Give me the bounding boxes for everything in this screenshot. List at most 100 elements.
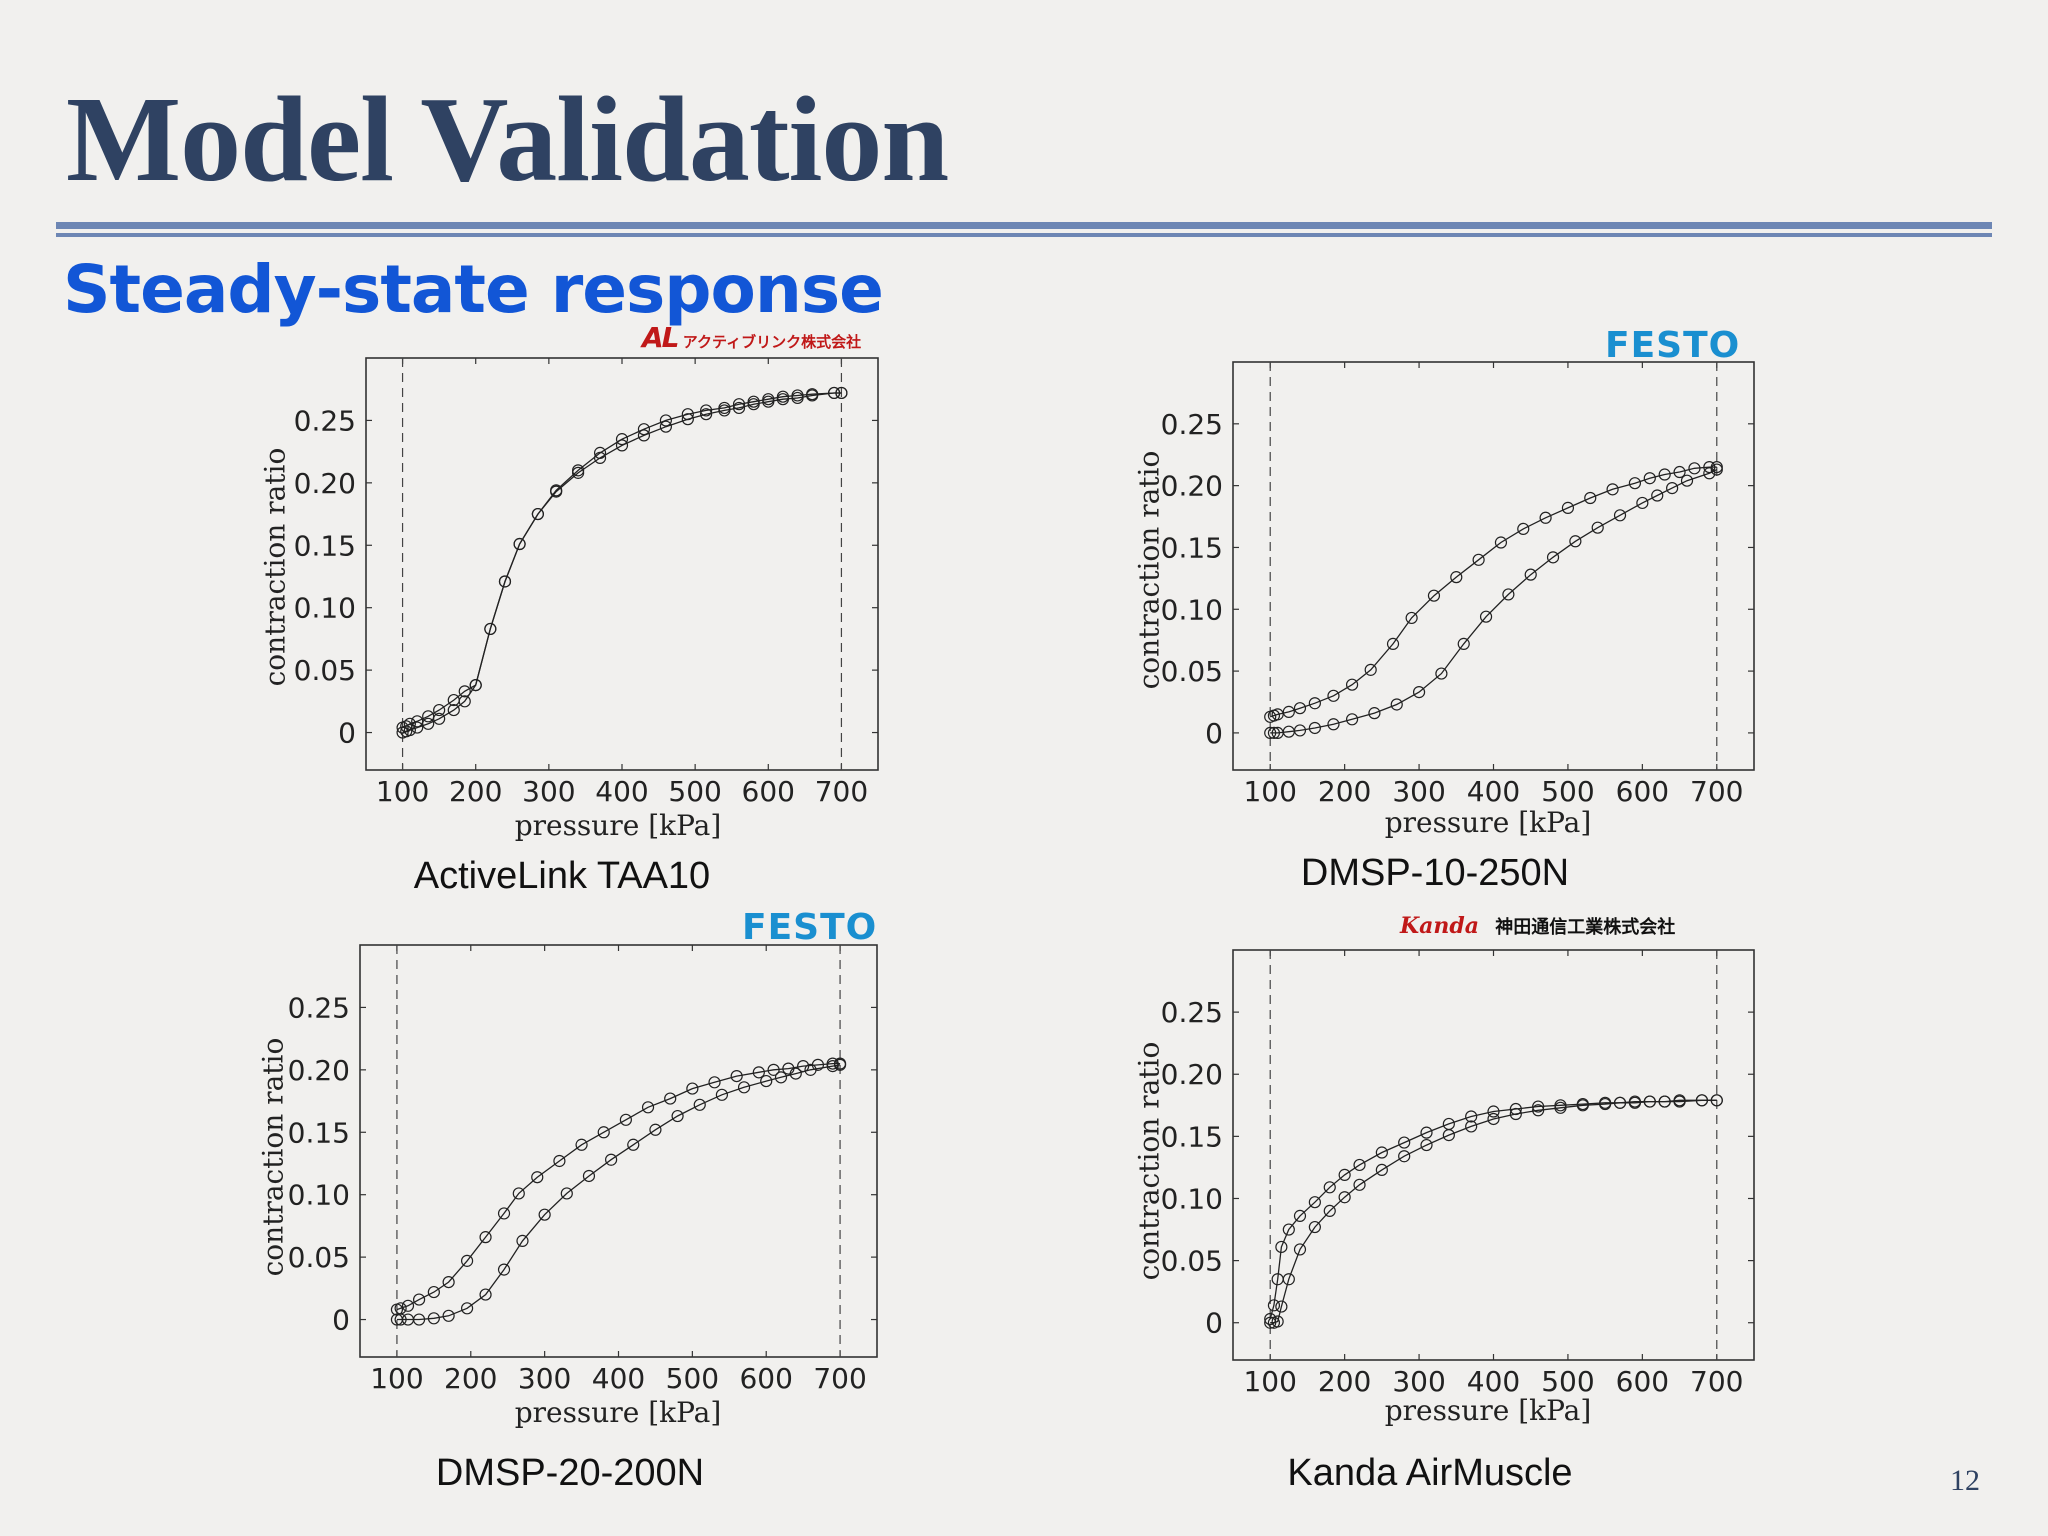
x-tick-label: 700 [815,775,868,808]
data-point [1293,702,1307,715]
data-point [767,1063,780,1076]
y-tick-label: 0.25 [288,991,350,1024]
data-point [627,1138,640,1151]
chart-caption: DMSP-10-250N [1300,852,1570,894]
y-tick-label: 0 [338,717,356,750]
y-tick-label: 0.10 [294,592,356,625]
x-tick-label: 200 [449,775,502,808]
data-point [411,715,424,728]
activelink-logo-mark: AL [642,321,679,354]
y-tick-label: 0.25 [1161,996,1223,1029]
data-point [516,1234,529,1247]
data-point [1703,460,1716,474]
x-tick-label: 400 [1467,1365,1520,1398]
data-point [1666,482,1679,495]
data-point [1539,511,1552,524]
data-point [1651,489,1664,502]
y-tick-label: 0.05 [1161,1245,1223,1278]
data-point [833,1057,847,1070]
x-axis-title: pressure [kPa] [514,1396,722,1429]
x-tick-label: 300 [522,775,575,808]
data-point [460,1254,474,1267]
data-point [1420,1138,1433,1152]
y-tick-label: 0.25 [294,404,356,437]
data-point [659,420,672,433]
data-point [1375,1146,1388,1159]
chart-svg: 100 200 300 400 500 600 700 0 0.05 0.10 0.15 0.20 0.… [1161,361,1755,808]
chart-panel-activelink: AL アクティブリンク株式会社 100 200 300 400 500 600 700 0 0.… [230,324,930,905]
data-point [1390,698,1403,711]
data-point [531,507,544,521]
data-point [1264,710,1277,723]
data-point [811,1058,825,1071]
data-point [458,685,471,698]
data-point [1338,1191,1351,1204]
data-point [1628,1095,1642,1108]
y-axis-title: contraction ratio [256,1037,290,1277]
x-axis-title: pressure [kPa] [514,809,722,842]
data-point [1282,1223,1295,1236]
y-tick-label: 0.20 [1161,470,1223,503]
data-point [412,1293,426,1306]
y-tick-label: 0.10 [1161,593,1223,626]
x-tick-label: 100 [376,775,429,808]
data-point [1264,726,1277,740]
data-point [1364,663,1377,676]
y-tick-label: 0 [1205,717,1223,750]
y-tick-label: 0.10 [288,1179,350,1212]
data-point [1353,1158,1366,1172]
data-point [1465,1120,1478,1133]
data-point [412,1313,426,1326]
data-point [664,1092,677,1105]
x-tick-label: 500 [668,775,721,808]
data-point [1308,721,1321,735]
x-tick-label: 100 [1243,775,1296,808]
data-point [641,1101,655,1114]
data-point [747,395,760,408]
data-point [835,386,848,400]
data-point [1673,465,1686,479]
data-point [575,1138,588,1151]
x-tick-label: 100 [370,1362,423,1395]
data-point [572,464,585,477]
data-point [1405,611,1418,625]
data-point [479,1288,492,1301]
data-point [1576,1097,1589,1111]
x-tick-label: 200 [444,1362,497,1395]
x-tick-label: 600 [1616,1365,1669,1398]
x-tick-label: 500 [1541,775,1594,808]
data-point [1546,551,1560,564]
y-tick-label: 0.05 [288,1241,350,1274]
data-point [422,710,435,723]
data-point [1323,1181,1336,1194]
data-point [1442,1117,1455,1131]
data-point [715,1088,728,1101]
data-point [442,1309,455,1322]
x-tick-label: 200 [1318,1365,1371,1398]
series-line-increasing [396,1064,841,1321]
data-point [671,1109,684,1123]
plot-frame [359,944,878,1358]
data-point [1584,491,1597,505]
chart-svg: 100 200 300 400 500 600 700 0 0.05 0.10 0.15 0.20 0.… [294,357,879,808]
data-point [730,1069,743,1083]
activelink-logo-text: アクティブリンク株式会社 [682,333,862,351]
data-point [1487,1112,1500,1126]
data-point [782,1062,795,1075]
data-point [1509,1102,1522,1116]
y-tick-label: 0.15 [1161,1120,1223,1153]
data-point [1517,522,1530,536]
data-point [1327,689,1340,702]
slide-subtitle: Steady-state response [63,251,884,328]
x-tick-label: 600 [1616,775,1669,808]
chart-svg: 100 200 300 400 500 600 700 0 0.05 0.10 0.15 0.20 0.… [1161,949,1755,1398]
y-axis-title: contraction ratio [258,447,292,687]
data-point [1561,501,1575,514]
data-point [1606,483,1619,496]
data-point [619,1113,632,1126]
festo-logo: FESTO [1605,325,1741,366]
data-point [1271,1273,1284,1286]
data-point [776,390,790,403]
data-point [1680,474,1694,487]
data-point [1386,637,1400,650]
